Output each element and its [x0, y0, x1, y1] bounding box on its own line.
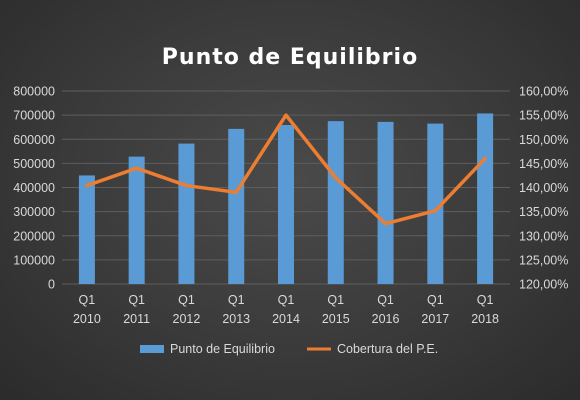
x-tick-label-line: Q1 — [228, 293, 245, 307]
x-tick-label-line: 2014 — [272, 312, 300, 326]
left-tick-label: 400000 — [13, 181, 55, 195]
x-tick-label-line: 2017 — [421, 312, 449, 326]
x-tick-label-line: Q1 — [79, 293, 96, 307]
x-tick-label-line: 2018 — [471, 312, 499, 326]
bar — [377, 121, 394, 284]
legend-label-line: Cobertura del P.E. — [337, 342, 438, 356]
x-tick-label: Q1 2016 — [372, 293, 400, 326]
x-tick-label-line: Q1 — [477, 293, 494, 307]
right-tick-label: 135,00% — [519, 205, 568, 219]
bar — [278, 125, 294, 284]
x-tick-label-line: Q1 — [278, 293, 295, 307]
bar — [128, 156, 145, 284]
x-tick-label: Q1 2012 — [173, 293, 201, 326]
x-tick-label: Q1 2018 — [471, 293, 499, 326]
left-tick-label: 600000 — [13, 133, 55, 147]
legend-swatch-bar — [140, 345, 164, 353]
right-tick-label: 130,00% — [519, 229, 568, 243]
left-tick-label: 500000 — [13, 157, 55, 171]
left-tick-label: 200000 — [13, 229, 55, 243]
left-axis-ticks: 0 100000 200000 300000 400000 500000 600000 700… — [13, 85, 55, 292]
legend-label-bar: Punto de Equilibrio — [170, 342, 275, 356]
bar — [228, 128, 245, 284]
x-tick-label-line: 2016 — [372, 312, 400, 326]
right-tick-label: 160,00% — [519, 85, 568, 99]
left-tick-label: 700000 — [13, 109, 55, 123]
x-tick-label: Q1 2013 — [222, 293, 250, 326]
right-tick-label: 145,00% — [519, 157, 568, 171]
x-tick-label-line: Q1 — [327, 293, 344, 307]
line-series — [85, 113, 487, 226]
left-tick-label: 300000 — [13, 205, 55, 219]
legend: Punto de Equilibrio Cobertura del P.E. — [140, 342, 438, 356]
right-axis-ticks: 120,00% 125,00% 130,00% 135,00% 140,00% 145,0… — [519, 85, 568, 292]
right-tick-label: 155,00% — [519, 109, 568, 123]
x-tick-label-line: 2010 — [73, 312, 101, 326]
bar-series — [78, 113, 494, 284]
x-tick-label: Q1 2011 — [123, 293, 150, 326]
x-tick-label-line: Q1 — [128, 293, 145, 307]
bar — [477, 113, 494, 284]
right-tick-label: 120,00% — [519, 278, 568, 292]
x-tick-label-line: 2015 — [322, 312, 350, 326]
x-tick-label: Q1 2017 — [421, 293, 449, 326]
x-tick-label-line: Q1 — [178, 293, 195, 307]
left-tick-label: 100000 — [13, 253, 55, 267]
right-tick-label: 140,00% — [519, 181, 568, 195]
x-tick-label-line: Q1 — [427, 293, 444, 307]
left-tick-label: 800000 — [13, 85, 55, 99]
bar — [178, 143, 195, 284]
left-tick-label: 0 — [48, 278, 55, 292]
bar — [427, 123, 444, 284]
right-tick-label: 150,00% — [519, 133, 568, 147]
x-axis-ticks: Q1 2010 Q1 2011 Q1 2012 Q1 2013 Q1 2014 Q1 2015 Q1 20… — [73, 293, 499, 326]
bar — [327, 121, 344, 284]
line-series-path — [85, 113, 487, 226]
x-tick-label: Q1 2014 — [272, 293, 300, 326]
right-tick-label: 125,00% — [519, 253, 568, 267]
x-tick-label-line: 2011 — [123, 312, 150, 326]
bar — [78, 175, 95, 284]
x-tick-label-line: 2012 — [173, 312, 201, 326]
chart-title: Punto de Equilibrio — [162, 45, 418, 70]
x-tick-label-line: 2013 — [222, 312, 250, 326]
x-tick-label-line: Q1 — [377, 293, 394, 307]
x-tick-label: Q1 2015 — [322, 293, 350, 326]
x-tick-label: Q1 2010 — [73, 293, 101, 326]
